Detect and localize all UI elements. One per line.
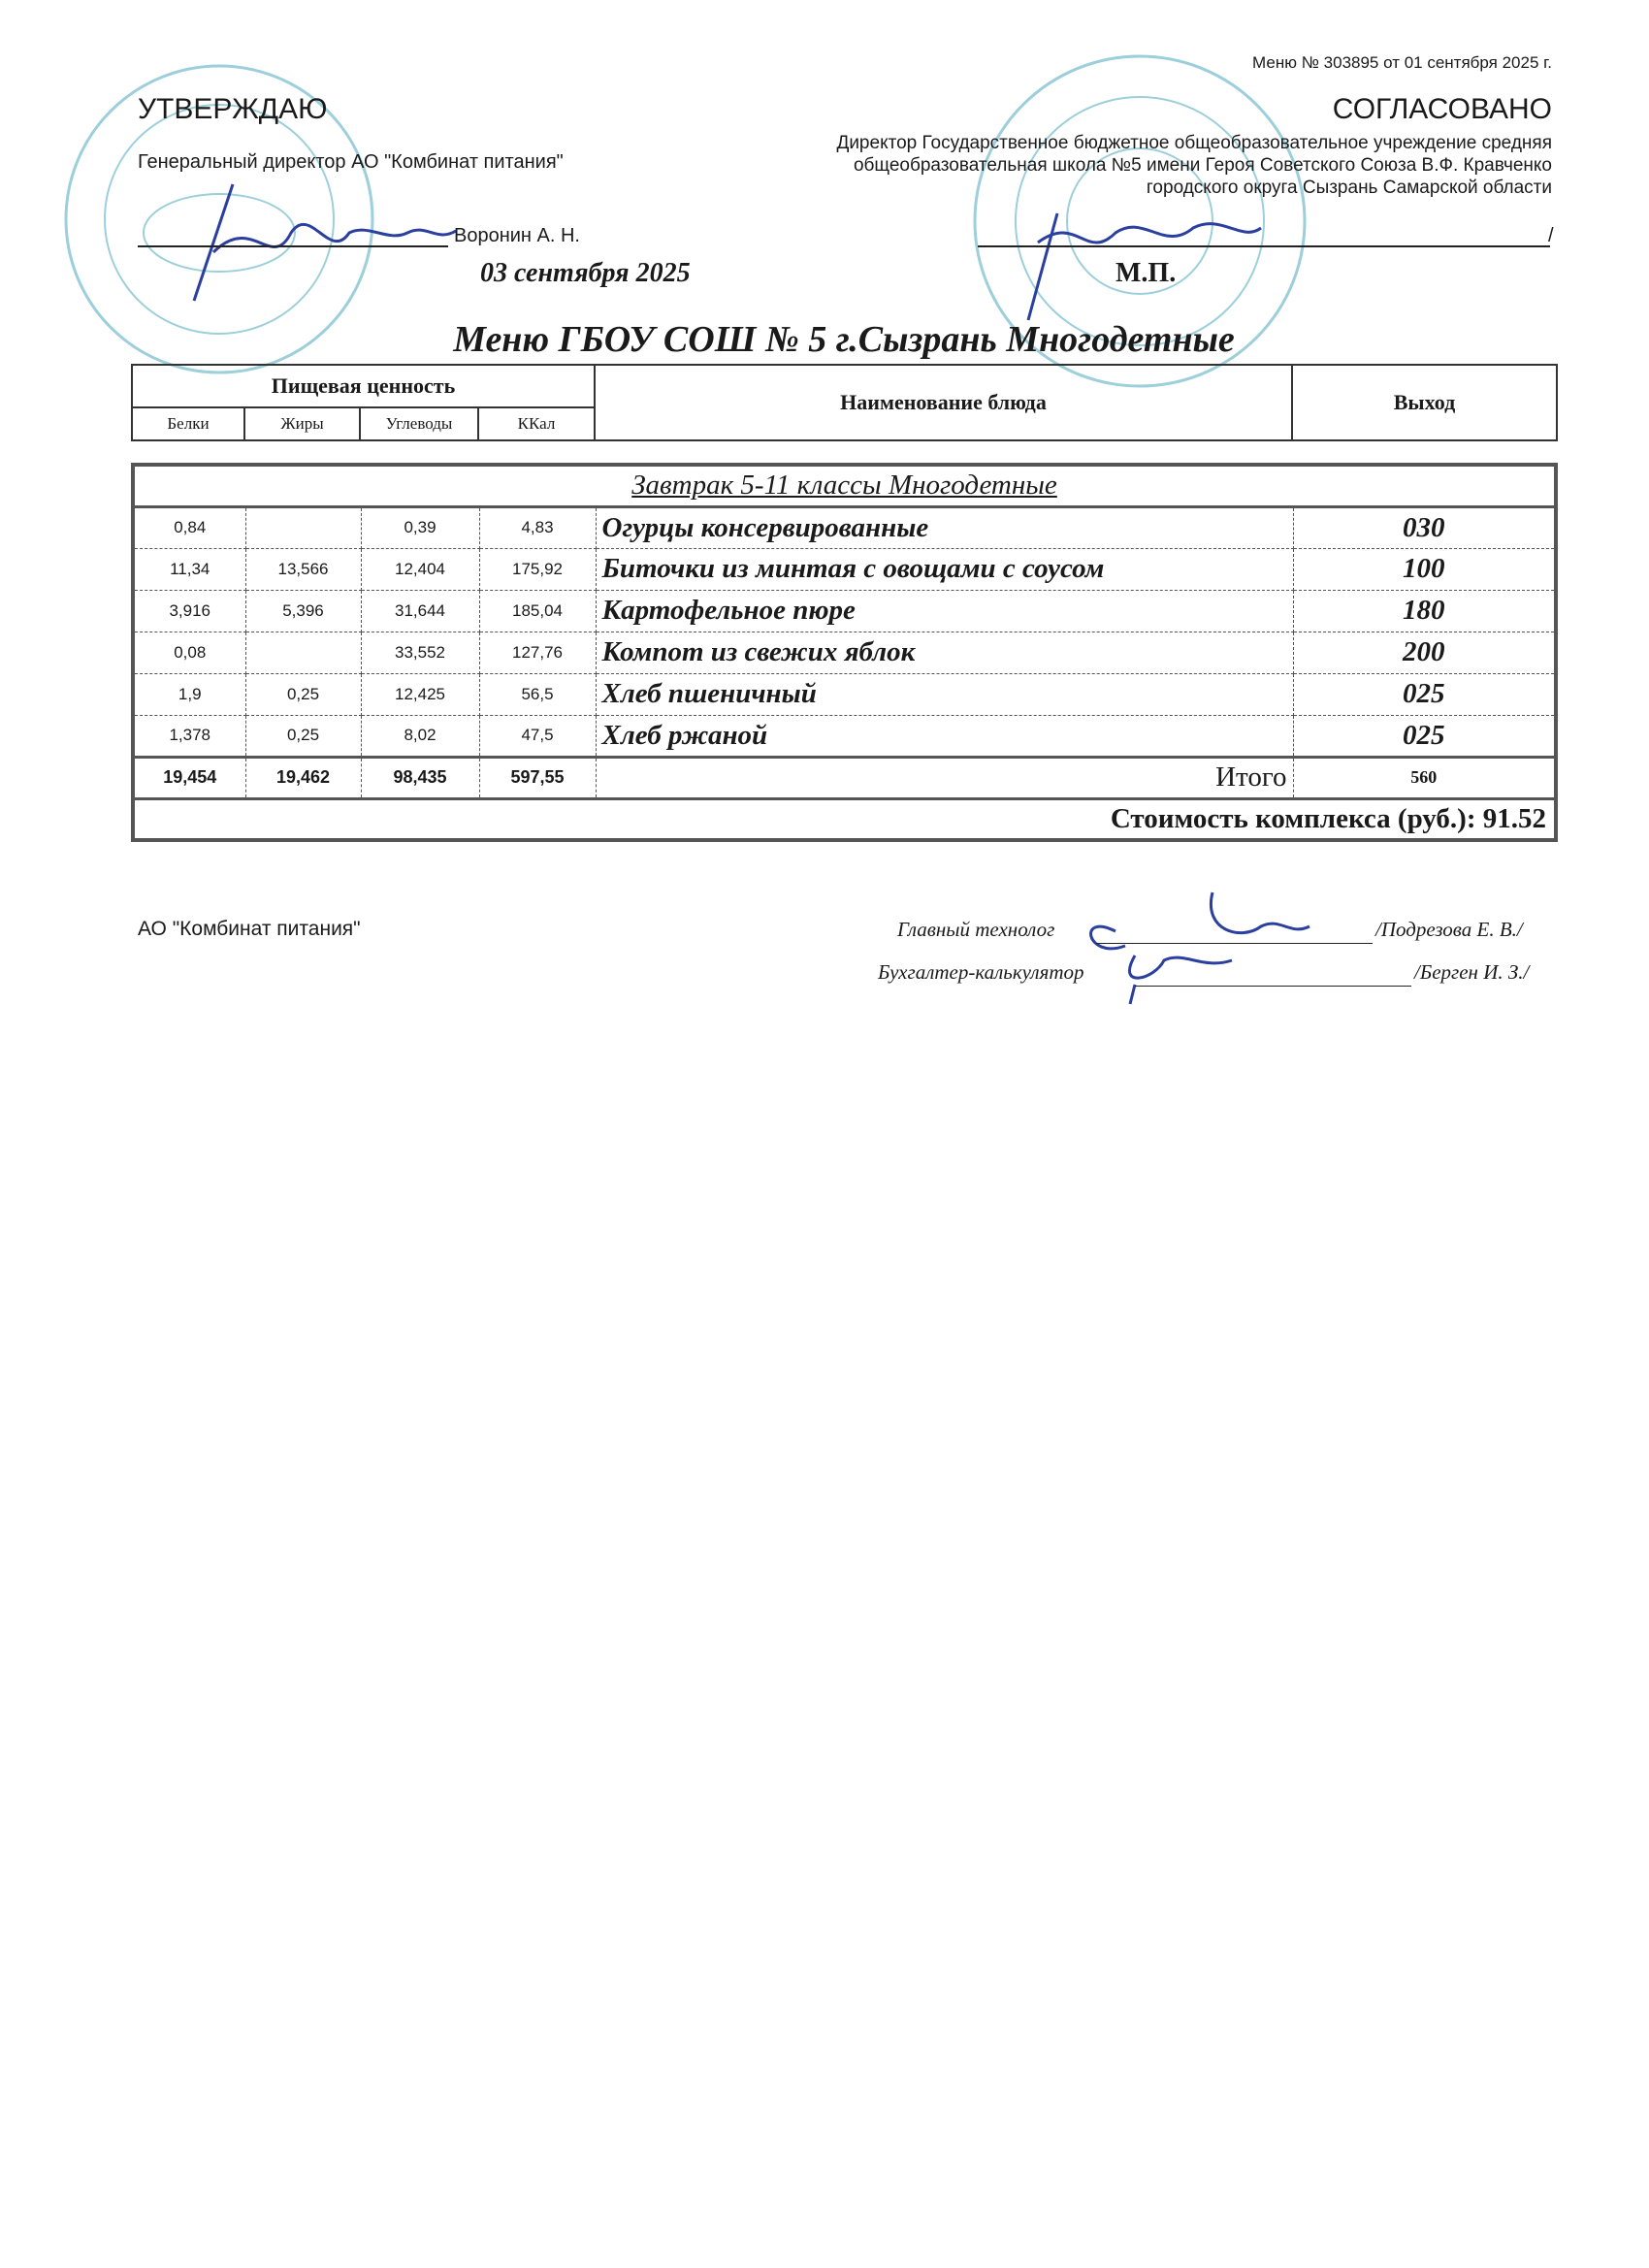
approve-position: Генеральный директор АО "Комбинат питани…	[138, 151, 564, 173]
nutrition-header: Пищевая ценность	[131, 364, 596, 408]
cell-name: Хлеб пшеничный	[595, 672, 1294, 716]
approve-name: Воронин А. Н.	[454, 225, 580, 246]
page-title: Меню ГБОУ СОШ № 5 г.Сызрань Многодетные	[453, 319, 1235, 360]
total-fat: 19,462	[244, 755, 362, 799]
total-protein: 19,454	[132, 755, 246, 799]
table-row: 0,84 0,39 4,83 Огурцы консервированные 030	[132, 505, 1557, 549]
total-output: 560	[1292, 755, 1557, 799]
dish-header: Наименование блюда	[594, 364, 1293, 441]
cell-kcal: 185,04	[478, 589, 597, 632]
cell-carbs: 31,644	[360, 589, 480, 632]
footer-company: АО "Комбинат питания"	[138, 918, 361, 940]
col-fat: Жиры	[243, 406, 361, 441]
cell-kcal: 56,5	[478, 672, 597, 716]
cell-output: 180	[1292, 589, 1557, 632]
cell-name: Хлеб ржаной	[595, 714, 1294, 758]
cell-fat	[244, 631, 362, 674]
cell-protein: 1,9	[132, 672, 246, 716]
cell-output: 100	[1292, 547, 1557, 591]
cell-fat: 0,25	[244, 672, 362, 716]
cell-output: 030	[1292, 505, 1557, 549]
menu-table: Завтрак 5-11 классы Многодетные 0,84 0,39…	[131, 463, 1558, 842]
tech-name: /Подрезова Е. В./	[1375, 918, 1523, 941]
cell-protein: 11,34	[132, 547, 246, 591]
table-row: 11,34 13,566 12,404 175,92 Биточки из минтая…	[132, 547, 1557, 591]
cell-name: Биточки из минтая с овощами с соусом	[595, 547, 1294, 591]
agreed-line: общеобразовательная школа №5 имени Героя…	[853, 155, 1552, 176]
cell-carbs: 12,404	[360, 547, 480, 591]
cell-protein: 1,378	[132, 714, 246, 758]
agreed-line: городского округа Сызрань Самарской обла…	[1146, 178, 1552, 198]
cell-name: Огурцы консервированные	[595, 505, 1294, 549]
approve-date: 03 сентября 2025	[480, 258, 691, 288]
total-row: 19,454 19,462 98,435 597,55 Итого 560	[132, 755, 1557, 799]
stamp-place: М.П.	[1116, 258, 1177, 288]
agreed-position: Директор Государственное бюджетное общео…	[836, 132, 1552, 199]
acc-name: /Берген И. З./	[1414, 960, 1530, 984]
total-carbs: 98,435	[360, 755, 480, 799]
cell-kcal: 127,76	[478, 631, 597, 674]
output-header: Выход	[1291, 364, 1558, 441]
agreed-line: Директор Государственное бюджетное общео…	[836, 133, 1552, 153]
col-protein: Белки	[131, 406, 245, 441]
agreed-slash: /	[1548, 225, 1554, 246]
section-title: Завтрак 5-11 классы Многодетные	[132, 464, 1557, 508]
menu-number: Меню № 303895 от 01 сентября 2025 г.	[1252, 53, 1552, 72]
cell-protein: 0,08	[132, 631, 246, 674]
table-row: 1,9 0,25 12,425 56,5 Хлеб пшеничный 025	[132, 672, 1557, 716]
cell-carbs: 12,425	[360, 672, 480, 716]
col-carbs: Углеводы	[359, 406, 479, 441]
table-header: Пищевая ценность Наименование блюда Выхо…	[131, 364, 1558, 441]
cell-name: Компот из свежих яблок	[595, 631, 1294, 674]
approve-signature-line	[138, 245, 448, 247]
cell-protein: 0,84	[132, 505, 246, 549]
table-row: 1,378 0,25 8,02 47,5 Хлеб ржаной 025	[132, 714, 1557, 758]
cell-carbs: 8,02	[360, 714, 480, 758]
table-row: 3,916 5,396 31,644 185,04 Картофельное пюре 1…	[132, 589, 1557, 632]
acc-signature-line	[1135, 986, 1411, 987]
cell-fat: 5,396	[244, 589, 362, 632]
cell-output: 025	[1292, 714, 1557, 758]
agreed-heading: СОГЛАСОВАНО	[1332, 93, 1552, 125]
cell-output: 200	[1292, 631, 1557, 674]
agreed-signature-line	[978, 245, 1550, 247]
cell-protein: 3,916	[132, 589, 246, 632]
cell-kcal: 175,92	[478, 547, 597, 591]
cell-fat: 0,25	[244, 714, 362, 758]
approve-heading: УТВЕРЖДАЮ	[138, 93, 328, 125]
complex-cost: Стоимость комплекса (руб.): 91.52	[132, 796, 1557, 841]
cell-fat: 13,566	[244, 547, 362, 591]
cell-name: Картофельное пюре	[595, 589, 1294, 632]
cell-carbs: 0,39	[360, 505, 480, 549]
tech-role: Главный технолог	[897, 918, 1055, 941]
cell-fat	[244, 505, 362, 549]
col-kcal: ККал	[477, 406, 596, 441]
cell-carbs: 33,552	[360, 631, 480, 674]
acc-role: Бухгалтер-калькулятор	[878, 960, 1084, 984]
table-row: 0,08 33,552 127,76 Компот из свежих яблок 20…	[132, 631, 1557, 674]
tech-signature-line	[1096, 943, 1373, 944]
total-label: Итого	[595, 755, 1294, 799]
cell-kcal: 4,83	[478, 505, 597, 549]
total-kcal: 597,55	[478, 755, 597, 799]
cell-kcal: 47,5	[478, 714, 597, 758]
cell-output: 025	[1292, 672, 1557, 716]
